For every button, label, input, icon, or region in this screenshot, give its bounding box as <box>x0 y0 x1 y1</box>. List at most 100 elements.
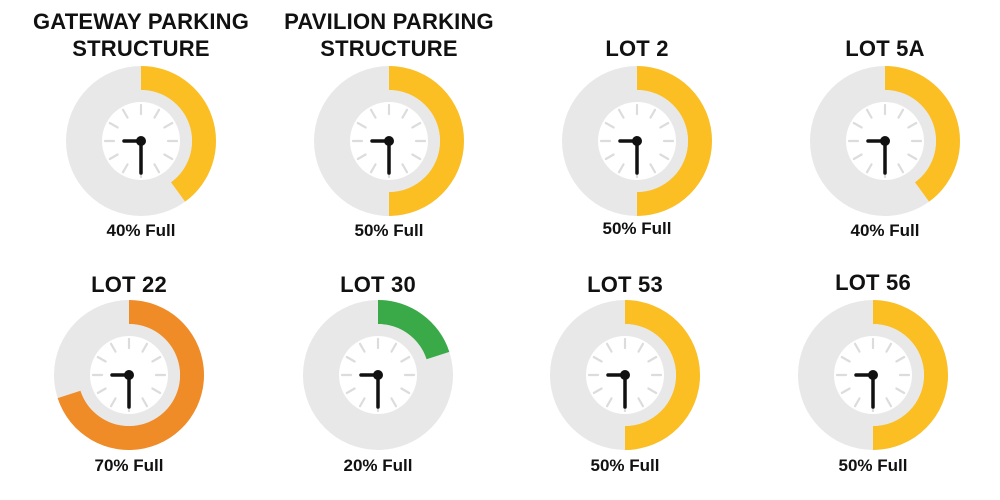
lot-title: PAVILION PARKING STRUCTURE <box>284 9 494 61</box>
clock-tick <box>885 397 893 408</box>
occupancy-gauge <box>810 66 960 216</box>
occupancy-gauge <box>54 300 204 450</box>
occupancy-gauge <box>550 300 700 450</box>
clock-center-dot <box>136 136 146 146</box>
lot-card-lot-2: LOT 2 50% Full <box>517 8 757 248</box>
clock-center-dot <box>632 136 642 146</box>
clock-tick <box>592 355 603 363</box>
gauge-fill-arc <box>873 300 948 450</box>
clock-tick <box>345 355 356 363</box>
occupancy-label: 70% Full <box>94 456 164 475</box>
clock-tick <box>121 108 129 119</box>
clock-tick <box>109 342 117 353</box>
clock-tick <box>108 121 119 129</box>
lot-card-lot-53: LOT 53 50% Full <box>505 246 745 486</box>
clock-tick <box>151 387 162 395</box>
occupancy-label: 40% Full <box>850 221 920 240</box>
lot-card-lot-22: LOT 22 70% Full <box>9 246 249 486</box>
gauge-fill-arc <box>625 300 700 450</box>
clock-tick <box>865 108 873 119</box>
clock-tick <box>400 387 411 395</box>
occupancy-label: 20% Full <box>343 456 413 475</box>
clock-tick <box>637 342 645 353</box>
clock-tick <box>617 108 625 119</box>
clock-tick <box>853 342 861 353</box>
clock-tick <box>400 355 411 363</box>
lot-card-gateway: GATEWAY PARKING STRUCTURE 40% Full <box>21 8 261 248</box>
clock-tick <box>401 108 409 119</box>
clock-tick <box>109 397 117 408</box>
lot-card-lot-5a: LOT 5A 40% Full <box>765 8 1000 248</box>
clock-tick <box>659 121 670 129</box>
lot-title: LOT 56 <box>835 270 911 295</box>
clock-tick <box>369 108 377 119</box>
clock-tick <box>852 121 863 129</box>
gauge-fill-arc <box>141 66 216 202</box>
clock-tick <box>907 153 918 161</box>
clock-tick <box>411 121 422 129</box>
clock-tick <box>659 153 670 161</box>
clock-tick <box>345 387 356 395</box>
clock-center-dot <box>620 370 630 380</box>
occupancy-label: 50% Full <box>602 219 672 238</box>
clock-tick <box>617 163 625 174</box>
clock-tick <box>153 163 161 174</box>
clock-tick <box>649 163 657 174</box>
gauge-fill-arc <box>378 300 450 360</box>
clock-tick <box>163 153 174 161</box>
clock-tick <box>885 342 893 353</box>
clock-tick <box>853 397 861 408</box>
clock-tick <box>401 163 409 174</box>
clock-tick <box>153 108 161 119</box>
clock-center-dot <box>384 136 394 146</box>
clock-tick <box>151 355 162 363</box>
clock-tick <box>840 355 851 363</box>
clock-tick <box>840 387 851 395</box>
lot-card-pavilion: PAVILION PARKING STRUCTURE 50% Full <box>269 8 509 248</box>
clock-tick <box>121 163 129 174</box>
clock-center-dot <box>124 370 134 380</box>
clock-tick <box>108 153 119 161</box>
occupancy-label: 50% Full <box>590 456 660 475</box>
lot-title: LOT 53 <box>587 272 663 297</box>
occupancy-gauge <box>314 66 464 216</box>
lot-title: LOT 30 <box>340 272 416 297</box>
clock-tick <box>649 108 657 119</box>
clock-center-dot <box>373 370 383 380</box>
occupancy-label: 50% Full <box>354 221 424 240</box>
gauge-fill-arc <box>637 66 712 216</box>
clock-tick <box>96 355 107 363</box>
clock-tick <box>96 387 107 395</box>
clock-tick <box>604 153 615 161</box>
clock-tick <box>369 163 377 174</box>
clock-tick <box>895 355 906 363</box>
clock-center-dot <box>868 370 878 380</box>
clock-tick <box>592 387 603 395</box>
lot-title: LOT 2 <box>605 36 669 61</box>
clock-tick <box>865 163 873 174</box>
clock-tick <box>141 397 149 408</box>
lot-card-lot-30: LOT 30 20% Full <box>258 246 498 486</box>
clock-tick <box>356 121 367 129</box>
clock-tick <box>390 397 398 408</box>
clock-tick <box>852 153 863 161</box>
clock-tick <box>358 342 366 353</box>
clock-tick <box>637 397 645 408</box>
clock-tick <box>897 108 905 119</box>
clock-tick <box>647 355 658 363</box>
clock-tick <box>647 387 658 395</box>
gauge-fill-arc <box>57 300 204 450</box>
lot-title: LOT 22 <box>91 272 167 297</box>
occupancy-gauge <box>303 300 453 450</box>
clock-tick <box>907 121 918 129</box>
clock-tick <box>895 387 906 395</box>
clock-tick <box>358 397 366 408</box>
clock-tick <box>390 342 398 353</box>
occupancy-gauge <box>798 300 948 450</box>
clock-tick <box>604 121 615 129</box>
clock-tick <box>605 342 613 353</box>
occupancy-label: 40% Full <box>106 221 176 240</box>
clock-tick <box>163 121 174 129</box>
gauge-fill-arc <box>389 66 464 216</box>
